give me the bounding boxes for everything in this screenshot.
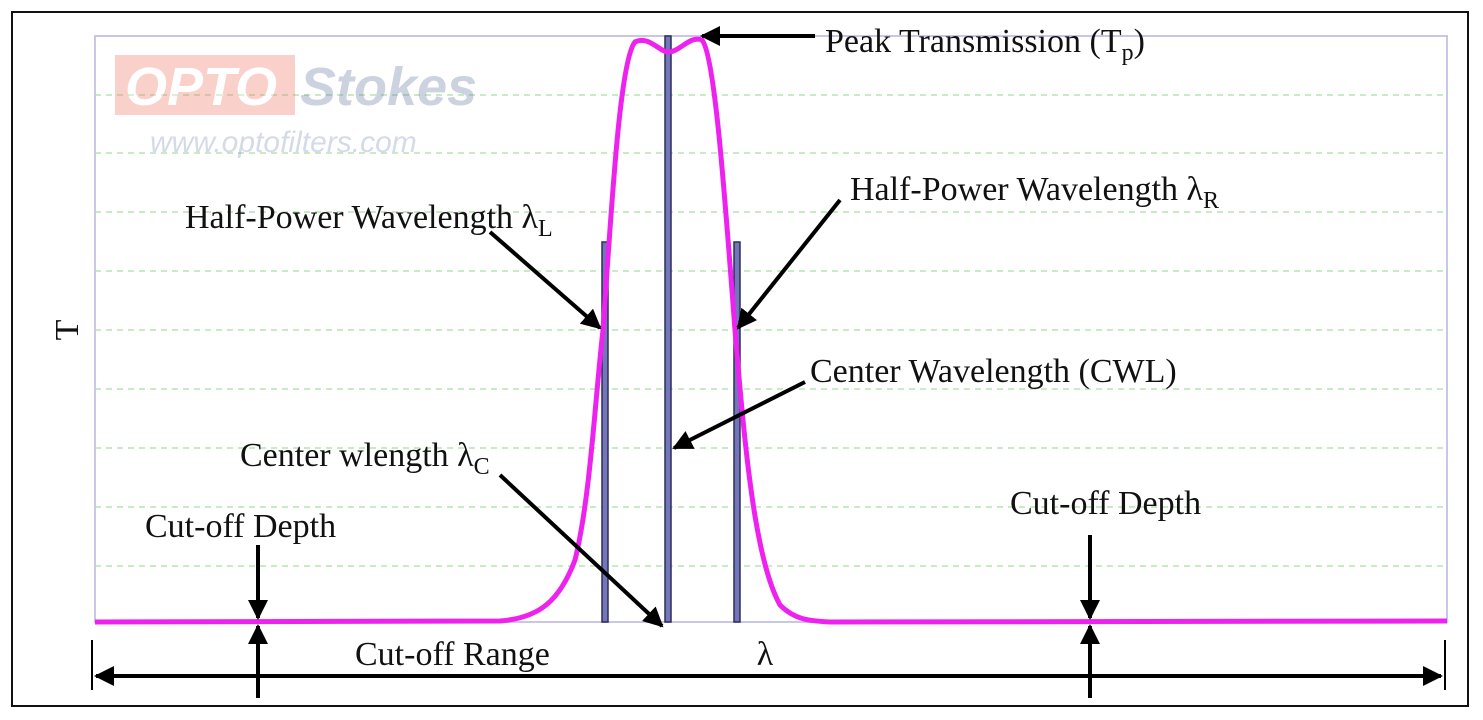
cutoff-range-label: Cut-off Range bbox=[355, 636, 550, 673]
text-part: C bbox=[474, 454, 490, 480]
text-part: OPTO bbox=[125, 57, 277, 117]
text-part: Cut-off Depth bbox=[1010, 485, 1201, 522]
transmission-curve bbox=[94, 36, 1448, 625]
text-part: Peak Transmission (T bbox=[825, 23, 1122, 60]
text-part: R bbox=[1203, 188, 1219, 214]
text-part: Cut-off Depth bbox=[145, 508, 336, 545]
text-part: ) bbox=[1134, 23, 1145, 60]
text-part: p bbox=[1122, 40, 1134, 66]
cutoff-left-label: Cut-off Depth bbox=[145, 508, 336, 545]
peak-label: Peak Transmission (Tp) bbox=[825, 23, 1145, 66]
text-part: λ bbox=[757, 636, 774, 673]
text-part: T bbox=[49, 319, 86, 340]
text-part: www.optofilters.com bbox=[150, 126, 417, 159]
text-part: L bbox=[538, 216, 553, 242]
grid bbox=[95, 94, 1447, 567]
half-right-label: Half-Power Wavelength λR bbox=[850, 171, 1219, 214]
brand-a: OPTO bbox=[125, 57, 277, 117]
logo-box bbox=[115, 55, 295, 115]
y-label: T bbox=[49, 319, 86, 340]
half-left-label: Half-Power Wavelength λL bbox=[185, 199, 553, 242]
bar-left bbox=[601, 241, 609, 623]
brand-b: Stokes bbox=[300, 57, 477, 117]
text-part: Cut-off Range bbox=[355, 636, 550, 673]
bar-center bbox=[664, 35, 672, 623]
x-label: λ bbox=[757, 636, 774, 673]
cwl-label: Center Wavelength (CWL) bbox=[810, 353, 1177, 390]
text-part: Center wlength λ bbox=[240, 437, 474, 474]
watermark: OPTO Stokes www.optofilters.com bbox=[115, 55, 477, 159]
text-part: Half-Power Wavelength λ bbox=[185, 199, 539, 236]
center-label: Center wlength λC bbox=[240, 437, 490, 480]
text-part: Stokes bbox=[300, 57, 477, 117]
cutoff-right-label: Cut-off Depth bbox=[1010, 485, 1201, 522]
bar-right bbox=[733, 241, 741, 623]
text-part: Center Wavelength (CWL) bbox=[810, 353, 1177, 390]
arrows bbox=[91, 26, 1446, 698]
url: www.optofilters.com bbox=[150, 126, 417, 159]
text-part: Half-Power Wavelength λ bbox=[850, 171, 1204, 208]
